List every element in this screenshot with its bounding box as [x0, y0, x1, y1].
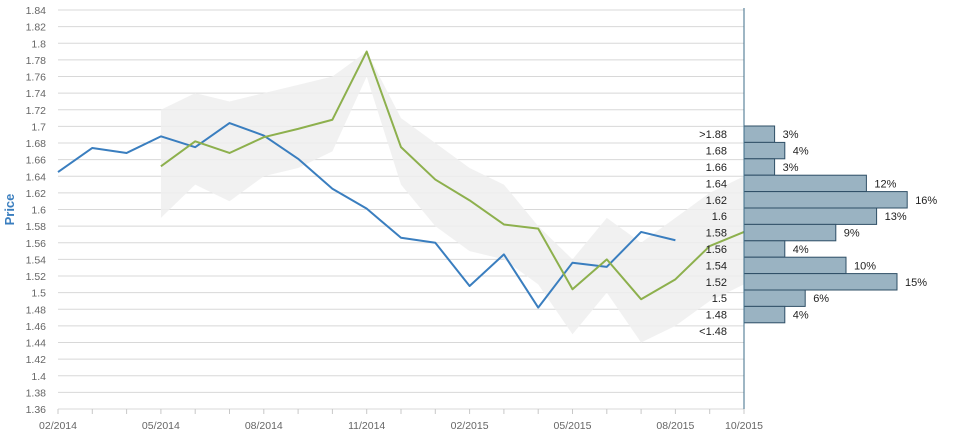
y-tick-label: 1.5 — [31, 288, 46, 300]
y-tick-label: 1.56 — [26, 238, 47, 250]
histogram-value-label: 3% — [783, 162, 799, 174]
histogram-value-label: 3% — [783, 129, 799, 141]
y-tick-label: 1.6 — [31, 205, 46, 217]
x-tick-label: 02/2014 — [39, 420, 77, 432]
x-tick-label: 08/2014 — [245, 420, 283, 432]
histogram-value-label: 9% — [844, 228, 860, 240]
histogram-bin-label: 1.64 — [706, 178, 727, 190]
histogram-bar — [743, 141, 786, 160]
histogram-bar — [743, 207, 878, 225]
histogram-bar — [743, 305, 786, 324]
y-tick-label: 1.74 — [26, 88, 47, 100]
forecast-price-line — [160, 50, 745, 301]
histogram-bin-label: <1.48 — [699, 326, 727, 338]
historical-price-line — [57, 122, 676, 309]
histogram-bar — [743, 125, 776, 143]
x-tick-label: 10/2015 — [725, 420, 763, 432]
forecast-band — [160, 51, 744, 343]
x-tick-label: 05/2014 — [142, 420, 180, 432]
histogram-value-label: 12% — [874, 178, 896, 190]
histogram-bin-label: 1.66 — [706, 162, 727, 174]
histogram-bar — [743, 158, 776, 176]
histogram-bin-label: 1.5 — [712, 293, 727, 305]
y-tick-label: 1.4 — [31, 371, 46, 383]
y-tick-label: 1.64 — [26, 171, 47, 183]
y-tick-label: 1.46 — [26, 321, 47, 333]
histogram-bin-label: 1.48 — [706, 310, 727, 322]
y-tick-labels: 1.36 1.38 1.4 1.42 1.44 1.46 1.48 1.5 1.52 1.54 1.… — [26, 5, 47, 416]
y-tick-label: 1.44 — [26, 338, 47, 350]
histogram-value-label: 10% — [854, 260, 876, 272]
y-tick-label: 1.76 — [26, 72, 47, 84]
histogram-value-label: 13% — [885, 211, 907, 223]
histogram-bin-label: >1.88 — [699, 129, 727, 141]
y-tick-label: 1.52 — [26, 271, 47, 283]
histogram-bar — [743, 289, 806, 307]
histogram-bin-label: 1.68 — [706, 146, 727, 158]
histogram-bar — [743, 273, 898, 291]
x-tick-label: 11/2014 — [348, 420, 385, 432]
y-tick-label: 1.7 — [31, 121, 46, 133]
y-tick-label: 1.38 — [26, 387, 47, 399]
y-tick-label: 1.48 — [26, 304, 47, 316]
y-tick-label: 1.84 — [26, 5, 47, 17]
histogram-value-label: 16% — [915, 195, 937, 207]
histogram-bin-label: 1.6 — [712, 211, 727, 223]
histogram-bar — [743, 174, 867, 193]
distribution-histogram: >1.88 3% 1.68 4% 1.66 3% 1.64 12% 1.62 16% 1.6 13% 1… — [699, 125, 937, 338]
x-tick-label: 02/2015 — [451, 420, 489, 432]
histogram-bin-label: 1.54 — [706, 260, 727, 272]
histogram-bin-label: 1.62 — [706, 195, 727, 207]
histogram-value-label: 4% — [793, 244, 809, 256]
y-tick-label: 1.72 — [26, 105, 47, 117]
histogram-bar — [743, 240, 786, 258]
histogram-value-label: 15% — [905, 277, 927, 289]
forecast-range-area — [160, 51, 744, 343]
x-tick-labels: 02/2014 05/2014 08/2014 11/2014 02/2015 05/20… — [39, 420, 763, 432]
y-tick-label: 1.66 — [26, 155, 47, 167]
x-tick-label: 05/2015 — [554, 420, 592, 432]
y-tick-label: 1.82 — [26, 22, 47, 34]
y-tick-label: 1.68 — [26, 138, 47, 150]
histogram-bin-label: 1.52 — [706, 277, 727, 289]
histogram-bin-label: 1.58 — [706, 228, 727, 240]
y-tick-label: 1.42 — [26, 354, 47, 366]
histogram-bar — [743, 223, 837, 242]
histogram-value-label: 4% — [793, 310, 809, 322]
y-tick-label: 1.54 — [26, 254, 47, 266]
y-tick-label: 1.78 — [26, 55, 47, 67]
histogram-bin-label: 1.56 — [706, 244, 727, 256]
y-axis-title: Price — [2, 194, 17, 226]
y-tick-label: 1.36 — [26, 404, 47, 416]
y-tick-label: 1.58 — [26, 221, 47, 233]
y-tick-label: 1.8 — [31, 38, 46, 50]
histogram-bar — [743, 191, 908, 209]
histogram-value-label: 4% — [793, 146, 809, 158]
x-tick-label: 08/2015 — [656, 420, 694, 432]
histogram-value-label: 6% — [813, 293, 829, 305]
price-series — [57, 50, 745, 309]
y-tick-label: 1.62 — [26, 188, 47, 200]
histogram-bar — [743, 256, 847, 275]
